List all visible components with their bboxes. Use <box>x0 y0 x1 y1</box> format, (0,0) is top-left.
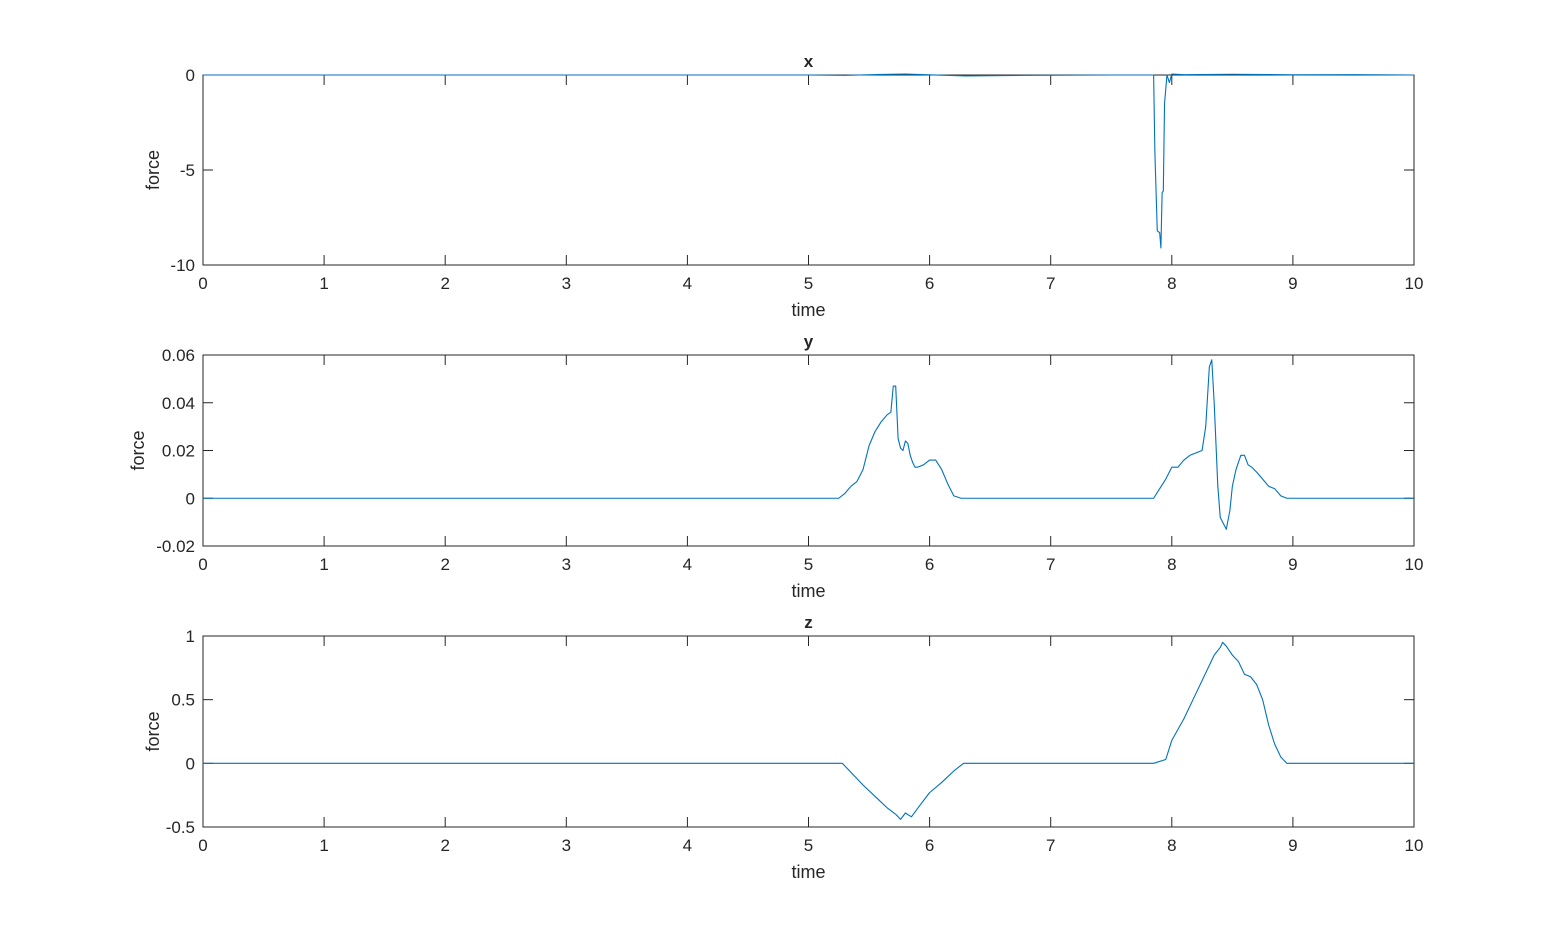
x-tick-label: 10 <box>1405 274 1424 293</box>
x-tick-label: 7 <box>1046 555 1055 574</box>
x-tick-label: 3 <box>562 836 571 855</box>
x-tick-label: 0 <box>198 274 207 293</box>
x-tick-label: 10 <box>1405 836 1424 855</box>
x-tick-label: 4 <box>683 274 692 293</box>
y-tick-label: -0.5 <box>166 818 195 837</box>
x-tick-label: 5 <box>804 836 813 855</box>
y-tick-label: 0 <box>186 66 195 85</box>
x-tick-label: 6 <box>925 836 934 855</box>
y-tick-label: 0 <box>186 489 195 508</box>
series-line-z <box>203 641 1414 820</box>
series-line-y <box>203 359 1414 530</box>
x-tick-label: 0 <box>198 555 207 574</box>
x-axis-label: time <box>791 862 825 882</box>
x-tick-label: 9 <box>1288 555 1297 574</box>
x-tick-label: 6 <box>925 274 934 293</box>
x-tick-label: 1 <box>319 555 328 574</box>
x-tick-label: 7 <box>1046 274 1055 293</box>
x-tick-label: 2 <box>440 274 449 293</box>
x-tick-label: 0 <box>198 836 207 855</box>
y-tick-label: -0.02 <box>156 537 195 556</box>
x-tick-label: 8 <box>1167 836 1176 855</box>
x-tick-label: 4 <box>683 555 692 574</box>
subplot-title: x <box>804 52 814 71</box>
x-tick-label: 8 <box>1167 555 1176 574</box>
y-tick-label: 0.06 <box>162 346 195 365</box>
y-tick-label: 0.04 <box>162 394 195 413</box>
y-tick-label: 0.02 <box>162 442 195 461</box>
x-tick-label: 6 <box>925 555 934 574</box>
y-tick-label: 0.5 <box>171 691 195 710</box>
x-tick-label: 2 <box>440 836 449 855</box>
subplot-x: 0 1 2 3 4 5 6 7 8 9 10 0 -5 -10 x time force <box>143 52 1423 320</box>
subplot-title: z <box>804 613 813 632</box>
subplot-title: y <box>804 332 814 351</box>
x-tick-label: 3 <box>562 555 571 574</box>
x-tick-label: 5 <box>804 274 813 293</box>
x-tick-label: 3 <box>562 274 571 293</box>
y-axis-label: force <box>128 430 148 470</box>
x-tick-label: 1 <box>319 836 328 855</box>
x-axis-label: time <box>791 300 825 320</box>
y-tick-label: 1 <box>186 627 195 646</box>
series-line-x <box>203 73 1415 249</box>
x-tick-label: 9 <box>1288 274 1297 293</box>
y-axis-label: force <box>143 711 163 751</box>
x-tick-label: 7 <box>1046 836 1055 855</box>
x-tick-label: 1 <box>319 274 328 293</box>
x-tick-label: 2 <box>440 555 449 574</box>
x-tick-label: 4 <box>683 836 692 855</box>
x-axis-label: time <box>791 581 825 601</box>
x-tick-label: 5 <box>804 555 813 574</box>
y-tick-label: 0 <box>186 754 195 773</box>
x-tick-label: 9 <box>1288 836 1297 855</box>
y-tick-label: -5 <box>180 161 195 180</box>
x-tick-label: 10 <box>1405 555 1424 574</box>
x-tick-label: 8 <box>1167 274 1176 293</box>
y-tick-label: -10 <box>170 256 195 275</box>
y-axis-label: force <box>143 150 163 190</box>
